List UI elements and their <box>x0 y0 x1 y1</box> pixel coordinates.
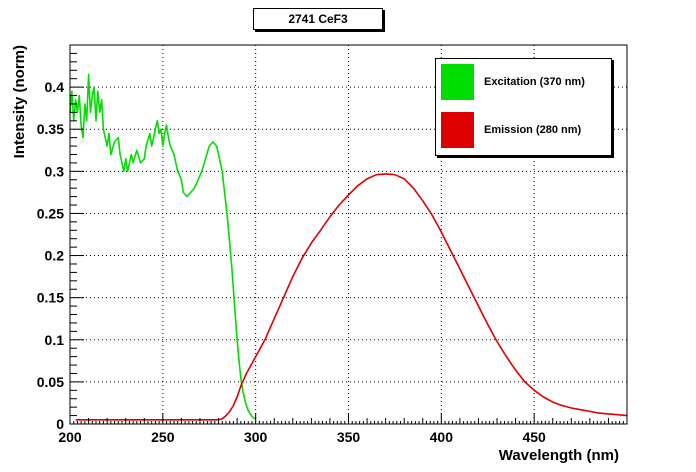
y-tick-label: 0.4 <box>45 79 65 95</box>
legend-label-excitation: Excitation (370 nm) <box>484 76 585 88</box>
y-tick-label: 0.05 <box>37 374 64 390</box>
legend-item-emission: Emission (280 nm) <box>441 112 581 148</box>
legend: Excitation (370 nm) Emission (280 nm) <box>435 58 612 156</box>
x-tick-label: 250 <box>151 429 175 445</box>
legend-swatch-emission <box>441 112 474 148</box>
chart-title: 2741 CeF3 <box>253 8 383 30</box>
y-tick-label: 0 <box>56 416 64 432</box>
legend-swatch-excitation <box>441 64 474 100</box>
series-layer <box>69 73 628 421</box>
legend-label-emission: Emission (280 nm) <box>484 124 582 136</box>
emission-series-line <box>75 173 628 421</box>
y-axis-label: Intensity (norm) <box>11 45 28 158</box>
y-tick-label: 0.3 <box>45 163 65 179</box>
ticks: 200 250 300 350 400 450 0 0.05 0.1 0.15 0.2 0.25 0.3… <box>37 52 624 445</box>
x-tick-label: 450 <box>522 429 546 445</box>
x-tick-label: 300 <box>244 429 268 445</box>
excitation-series-line <box>69 73 257 420</box>
legend-item-excitation: Excitation (370 nm) <box>441 64 585 100</box>
y-tick-label: 0.35 <box>37 121 64 137</box>
x-tick-label: 200 <box>58 429 82 445</box>
y-tick-label: 0.25 <box>37 205 64 221</box>
y-tick-label: 0.15 <box>37 290 64 306</box>
y-tick-label: 0.1 <box>45 332 65 348</box>
x-axis-label: Wavelength (nm) <box>499 447 619 464</box>
y-tick-label: 0.2 <box>45 248 65 264</box>
x-tick-label: 400 <box>430 429 454 445</box>
x-tick-label: 350 <box>337 429 361 445</box>
chart-title-text: 2741 CeF3 <box>288 12 348 26</box>
